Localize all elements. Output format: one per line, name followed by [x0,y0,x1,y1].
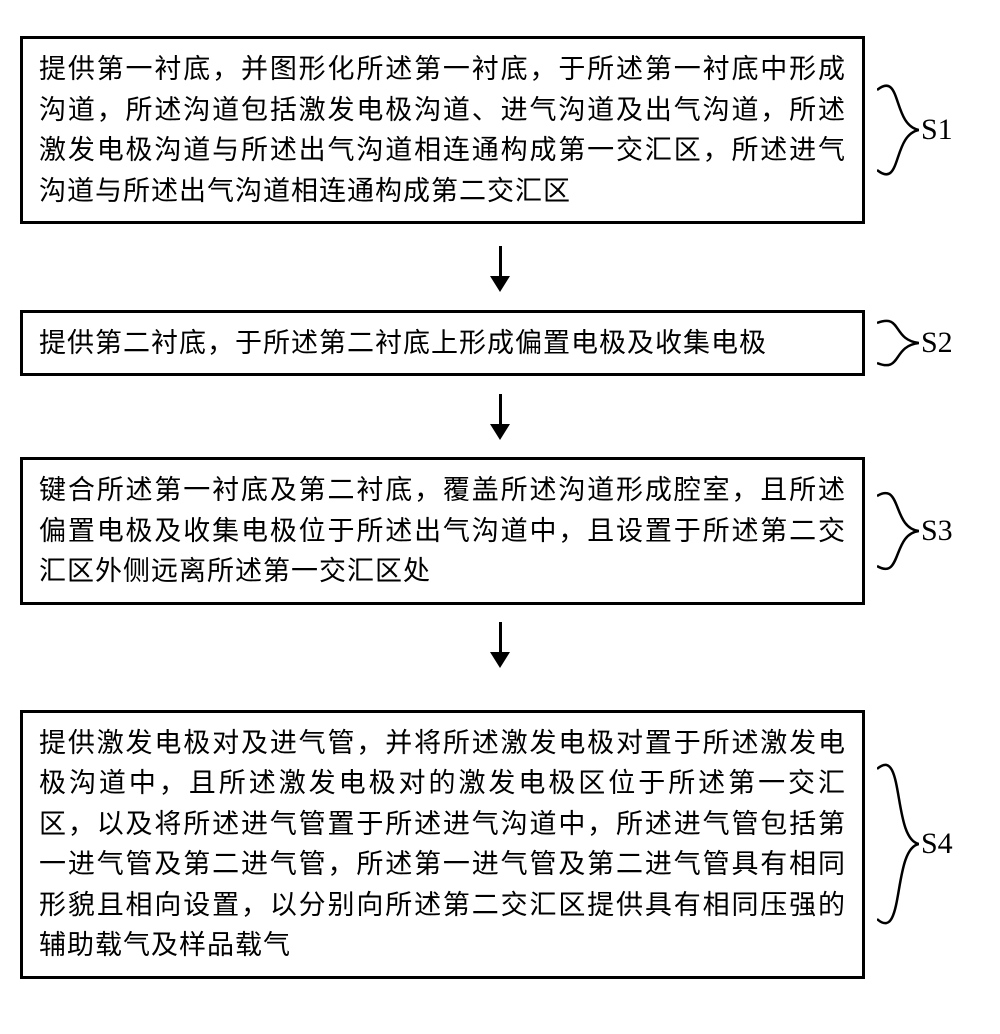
step-row-s1: 提供第一衬底，并图形化所述第一衬底，于所述第一衬底中形成沟道，所述沟道包括激发电… [20,20,980,240]
step-label-s4: S4 [921,827,953,861]
label-col-s4: S4 [877,674,953,1014]
step-text-s2: 提供第二衬底，于所述第二衬底上形成偏置电极及收集电极 [39,323,846,364]
arrow-line [499,246,502,276]
flowchart: 提供第一衬底，并图形化所述第一衬底，于所述第一衬底中形成沟道，所述沟道包括激发电… [20,20,980,1014]
label-col-s2: S2 [877,298,953,388]
label-col-s3: S3 [877,446,953,616]
step-text-s1: 提供第一衬底，并图形化所述第一衬底，于所述第一衬底中形成沟道，所述沟道包括激发电… [39,49,846,211]
curve-icon [877,298,919,388]
label-col-s1: S1 [877,20,953,240]
arrow-head-icon [490,652,510,668]
step-box-s2: 提供第二衬底，于所述第二衬底上形成偏置电极及收集电极 [20,310,865,377]
step-text-s3: 键合所述第一衬底及第二衬底，覆盖所述沟道形成腔室，且所述偏置电极及收集电极位于所… [39,470,846,592]
step-box-s1: 提供第一衬底，并图形化所述第一衬底，于所述第一衬底中形成沟道，所述沟道包括激发电… [20,36,865,224]
curve-icon [877,446,919,616]
arrow-head-icon [490,276,510,292]
arrow-3 [490,622,510,668]
step-label-s2: S2 [921,326,953,360]
step-box-s4: 提供激发电极对及进气管，并将所述激发电极对置于所述激发电极沟道中，且所述激发电极… [20,710,865,979]
step-row-s2: 提供第二衬底，于所述第二衬底上形成偏置电极及收集电极 S2 [20,298,980,388]
arrow-head-icon [490,424,510,440]
arrow-line [499,394,502,424]
step-label-s1: S1 [921,113,953,147]
curve-icon [877,20,919,240]
step-text-s4: 提供激发电极对及进气管，并将所述激发电极对置于所述激发电极沟道中，且所述激发电极… [39,723,846,966]
arrow-line [499,622,502,652]
arrow-1 [490,246,510,292]
step-label-s3: S3 [921,514,953,548]
step-row-s3: 键合所述第一衬底及第二衬底，覆盖所述沟道形成腔室，且所述偏置电极及收集电极位于所… [20,446,980,616]
curve-icon [877,674,919,1014]
step-box-s3: 键合所述第一衬底及第二衬底，覆盖所述沟道形成腔室，且所述偏置电极及收集电极位于所… [20,457,865,605]
step-row-s4: 提供激发电极对及进气管，并将所述激发电极对置于所述激发电极沟道中，且所述激发电极… [20,674,980,1014]
arrow-2 [490,394,510,440]
